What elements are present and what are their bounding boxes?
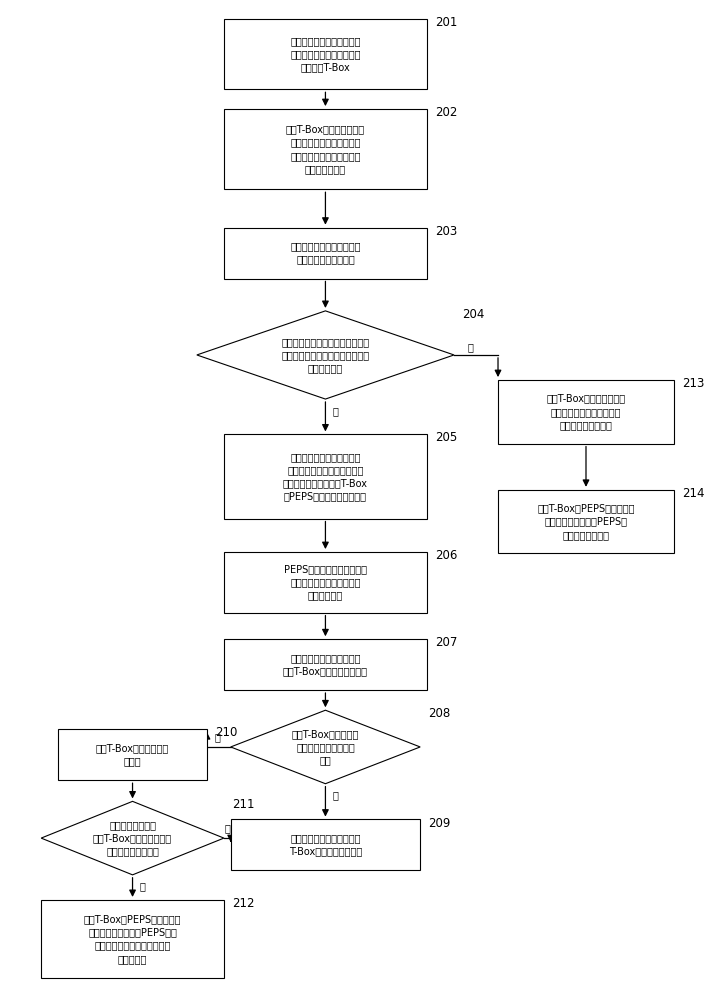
Text: 车载T-Box生成启动密钥，
根据启动密钥生成验证码，
并将验证码与车辆信息发送
给用户电子终端: 车载T-Box生成启动密钥， 根据启动密钥生成验证码， 并将验证码与车辆信息发送… <box>286 124 365 174</box>
Text: 211: 211 <box>232 798 255 811</box>
Text: 213: 213 <box>682 377 704 390</box>
Text: 是: 是 <box>333 406 338 416</box>
Text: 是: 是 <box>214 732 221 742</box>
FancyBboxPatch shape <box>224 19 427 89</box>
Text: 209: 209 <box>429 817 450 830</box>
FancyBboxPatch shape <box>58 729 207 780</box>
Text: 车载T-Box向PEPS控制器发送
第一控制信号，以使PEPS控
制器控制车辆上锁: 车载T-Box向PEPS控制器发送 第一控制信号，以使PEPS控 制器控制车辆上… <box>537 503 634 540</box>
Text: 206: 206 <box>435 549 458 562</box>
FancyBboxPatch shape <box>498 380 674 444</box>
Text: 210: 210 <box>215 726 238 739</box>
FancyBboxPatch shape <box>224 109 427 189</box>
Text: 203: 203 <box>435 225 458 238</box>
FancyBboxPatch shape <box>224 228 427 279</box>
FancyBboxPatch shape <box>41 900 224 978</box>
Polygon shape <box>41 801 224 875</box>
Text: 第一设定时间后，所述车载
T-Box关闭车载蓝牙模块: 第一设定时间后，所述车载 T-Box关闭车载蓝牙模块 <box>289 833 362 857</box>
Text: 否: 否 <box>333 790 338 800</box>
Text: 车载T-Box向PEPS控制器发送
第二控制信号，以使PEPS控制
器执行降扭动作，并向车主电
子终端报警: 车载T-Box向PEPS控制器发送 第二控制信号，以使PEPS控制 器执行降扭动… <box>84 914 181 964</box>
FancyBboxPatch shape <box>224 639 427 690</box>
Text: 当车辆使用时间段结束后，
车载T-Box查询车辆当前状态: 当车辆使用时间段结束后， 车载T-Box查询车辆当前状态 <box>283 653 368 676</box>
Polygon shape <box>197 311 454 399</box>
Text: 是: 是 <box>140 882 146 892</box>
FancyBboxPatch shape <box>224 552 427 613</box>
Text: 207: 207 <box>435 636 458 649</box>
FancyBboxPatch shape <box>231 819 420 870</box>
Text: 在车辆使用时间段开始时，
车载蓝牙模块自动开启: 在车辆使用时间段开始时， 车载蓝牙模块自动开启 <box>290 241 361 265</box>
FancyBboxPatch shape <box>224 434 427 519</box>
Text: 车载T-Box根据当前状
态，确定用户是否在车
内；: 车载T-Box根据当前状 态，确定用户是否在车 内； <box>292 729 359 765</box>
Text: 通过验证码连接车载蓝牙模
块，手机蓝牙模块与车载蓝牙
模块连接成功后，车载T-Box
向PEPS控制器发送启动密钥: 通过验证码连接车载蓝牙模 块，手机蓝牙模块与车载蓝牙 模块连接成功后，车载T-B… <box>283 452 368 501</box>
Text: 202: 202 <box>435 106 458 119</box>
Text: PEPS控制器接收到所述启动
密钥，控制车辆解锁，并使
启动按钮有效: PEPS控制器接收到所述启动 密钥，控制车辆解锁，并使 启动按钮有效 <box>284 564 367 601</box>
Text: 204: 204 <box>462 308 484 321</box>
Text: 车载T-Box经过设定次数检
测，确定车辆处于解锁状态
并且未发现蓝牙连接: 车载T-Box经过设定次数检 测，确定车辆处于解锁状态 并且未发现蓝牙连接 <box>546 394 625 430</box>
Text: 212: 212 <box>232 897 255 910</box>
Text: 201: 201 <box>435 16 458 29</box>
Text: 车辆使用时间段内，手机蓝牙模块
根据车载蓝牙名称判断是否检测到
车载蓝牙模块: 车辆使用时间段内，手机蓝牙模块 根据车载蓝牙名称判断是否检测到 车载蓝牙模块 <box>281 337 369 373</box>
Text: 车主通过车主电子终端设置
用户信息，并将用户信息下
发给车载T-Box: 车主通过车主电子终端设置 用户信息，并将用户信息下 发给车载T-Box <box>290 36 361 72</box>
Text: 车载T-Box提示用户下车
或续约: 车载T-Box提示用户下车 或续约 <box>96 743 169 766</box>
Text: 205: 205 <box>435 431 458 444</box>
Text: 第二设定时间后，
车载T-Box根据当前状态，
确定用户是否在车内: 第二设定时间后， 车载T-Box根据当前状态， 确定用户是否在车内 <box>93 820 172 856</box>
FancyBboxPatch shape <box>498 490 674 553</box>
Text: 214: 214 <box>682 487 704 500</box>
Text: 否: 否 <box>467 342 474 352</box>
Text: 208: 208 <box>429 707 450 720</box>
Polygon shape <box>231 710 420 784</box>
Text: 否: 否 <box>224 823 231 833</box>
